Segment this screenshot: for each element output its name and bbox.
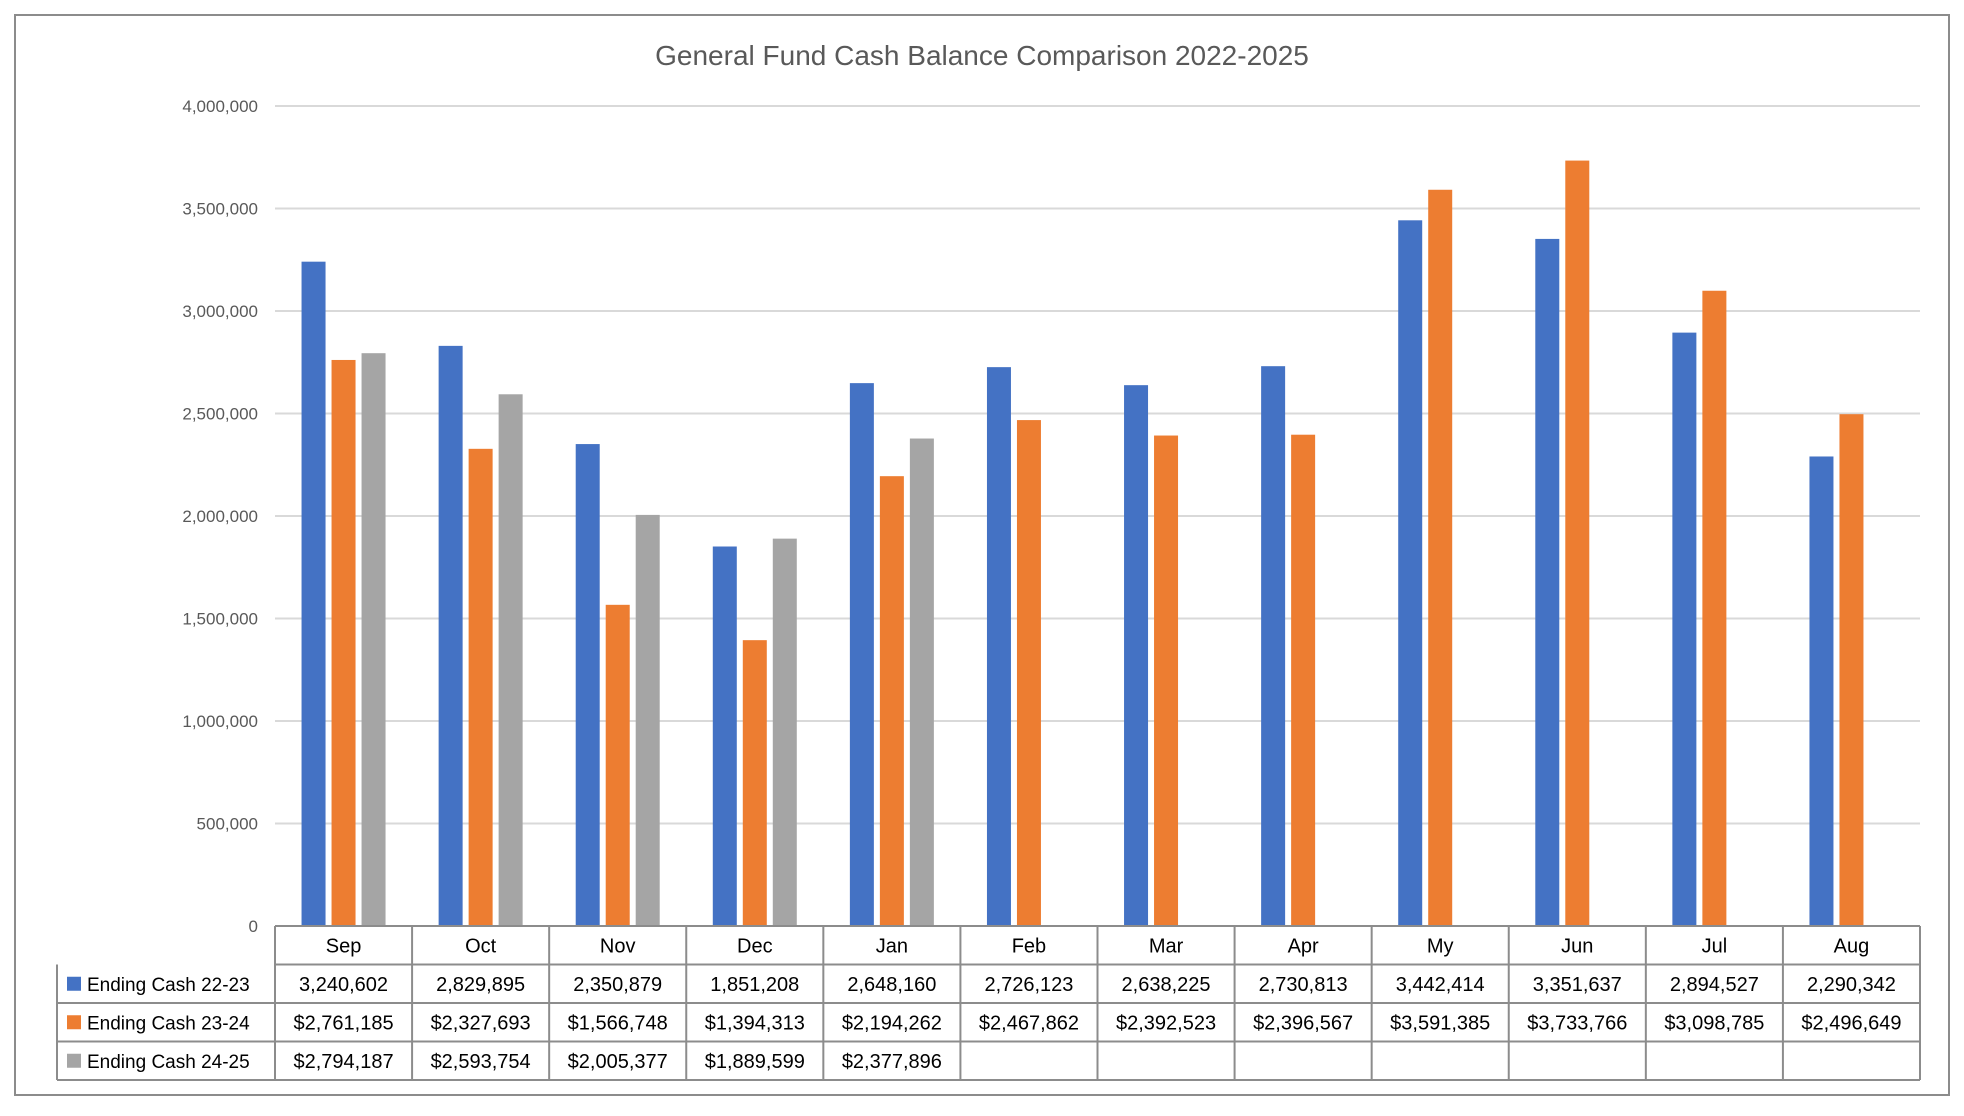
bar bbox=[1398, 220, 1423, 927]
data-label: $2,467,862 bbox=[979, 1012, 1079, 1034]
bar bbox=[438, 345, 463, 926]
data-label: $2,396,567 bbox=[1253, 1012, 1353, 1034]
bar bbox=[1702, 290, 1727, 926]
x-tick-label: Jan bbox=[876, 935, 908, 957]
bar bbox=[1016, 420, 1041, 926]
y-tick-label: 2,500,000 bbox=[182, 405, 258, 424]
data-label: 2,829,895 bbox=[436, 974, 525, 996]
legend-swatch bbox=[67, 1015, 81, 1030]
data-label: $2,496,649 bbox=[1801, 1012, 1901, 1034]
bar bbox=[468, 448, 493, 926]
y-tick-label: 1,000,000 bbox=[182, 712, 258, 731]
x-tick-label: My bbox=[1427, 935, 1454, 957]
x-tick-label: Mar bbox=[1149, 935, 1184, 957]
bar bbox=[1672, 332, 1697, 927]
data-label: $2,761,185 bbox=[293, 1012, 393, 1034]
data-label: 2,638,225 bbox=[1122, 974, 1211, 996]
data-label: $1,566,748 bbox=[568, 1012, 668, 1034]
data-label: $2,327,693 bbox=[431, 1012, 531, 1034]
data-label: 1,851,208 bbox=[710, 974, 799, 996]
data-label: $2,593,754 bbox=[431, 1051, 531, 1073]
x-tick-label: Feb bbox=[1012, 935, 1046, 957]
data-label: $1,394,313 bbox=[705, 1012, 805, 1034]
bar bbox=[301, 261, 326, 926]
chart-title: General Fund Cash Balance Comparison 202… bbox=[655, 40, 1309, 71]
legend-label: Ending Cash 23-24 bbox=[87, 1013, 250, 1034]
data-label: 3,351,637 bbox=[1533, 974, 1622, 996]
legend-swatch bbox=[67, 976, 81, 991]
bars bbox=[301, 160, 1864, 927]
y-tick-label: 4,000,000 bbox=[182, 97, 258, 116]
bar bbox=[498, 394, 523, 927]
data-label: 2,726,123 bbox=[984, 974, 1073, 996]
data-label: 3,442,414 bbox=[1396, 974, 1485, 996]
bar bbox=[1839, 414, 1864, 926]
legend-swatch bbox=[67, 1053, 81, 1068]
bar bbox=[331, 359, 356, 927]
bar bbox=[1291, 434, 1316, 926]
data-label: $3,591,385 bbox=[1390, 1012, 1490, 1034]
x-tick-label: Jul bbox=[1702, 935, 1728, 957]
x-tick-label: Sep bbox=[326, 935, 362, 957]
data-label: 3,240,602 bbox=[299, 974, 388, 996]
x-tick-label: Nov bbox=[600, 935, 636, 957]
y-tick-label: 2,000,000 bbox=[182, 507, 258, 526]
y-tick-label: 0 bbox=[249, 917, 258, 936]
legend-label: Ending Cash 22-23 bbox=[87, 975, 250, 996]
bar bbox=[1428, 189, 1453, 927]
bar bbox=[712, 546, 737, 926]
data-label: 2,648,160 bbox=[847, 974, 936, 996]
data-label: 2,894,527 bbox=[1670, 974, 1759, 996]
bar bbox=[742, 640, 767, 926]
x-tick-label: Jun bbox=[1561, 935, 1593, 957]
bar bbox=[1535, 238, 1560, 926]
bar bbox=[1154, 435, 1179, 926]
data-label: $2,005,377 bbox=[568, 1051, 668, 1073]
bar bbox=[772, 538, 797, 926]
legend-label: Ending Cash 24-25 bbox=[87, 1052, 250, 1073]
x-tick-label: Dec bbox=[737, 935, 773, 957]
y-tick-label: 3,500,000 bbox=[182, 200, 258, 219]
data-table: Sep Oct Nov Dec Jan Feb Mar Apr My Jun Jul Aug Endin… bbox=[56, 925, 1921, 1081]
bar bbox=[635, 514, 660, 926]
bar bbox=[361, 353, 386, 926]
data-label: 2,350,879 bbox=[573, 974, 662, 996]
y-tick-label: 1,500,000 bbox=[182, 610, 258, 629]
bar bbox=[909, 438, 934, 926]
x-tick-label: Aug bbox=[1834, 935, 1870, 957]
bar bbox=[986, 367, 1011, 926]
data-label: $2,377,896 bbox=[842, 1051, 942, 1073]
bar bbox=[1565, 160, 1590, 926]
data-label: $3,098,785 bbox=[1664, 1012, 1764, 1034]
x-tick-label: Apr bbox=[1288, 935, 1319, 957]
data-label: $3,733,766 bbox=[1527, 1012, 1627, 1034]
bar bbox=[1809, 456, 1834, 926]
bar bbox=[575, 444, 600, 926]
bar bbox=[605, 604, 630, 926]
data-label: $2,794,187 bbox=[293, 1051, 393, 1073]
bar bbox=[849, 383, 874, 926]
x-tick-label: Oct bbox=[465, 935, 497, 957]
bar bbox=[1124, 385, 1149, 926]
data-label: $1,889,599 bbox=[705, 1051, 805, 1073]
y-tick-label: 3,000,000 bbox=[182, 302, 258, 321]
data-label: $2,194,262 bbox=[842, 1012, 942, 1034]
bar bbox=[879, 476, 904, 926]
data-label: 2,730,813 bbox=[1259, 974, 1348, 996]
y-tick-label: 500,000 bbox=[197, 815, 258, 834]
data-label: 2,290,342 bbox=[1807, 974, 1896, 996]
y-axis-tick-labels: 0 500,000 1,000,000 1,500,000 2,000,000 2,500… bbox=[182, 97, 258, 936]
bar bbox=[1261, 366, 1286, 926]
data-label: $2,392,523 bbox=[1116, 1012, 1216, 1034]
